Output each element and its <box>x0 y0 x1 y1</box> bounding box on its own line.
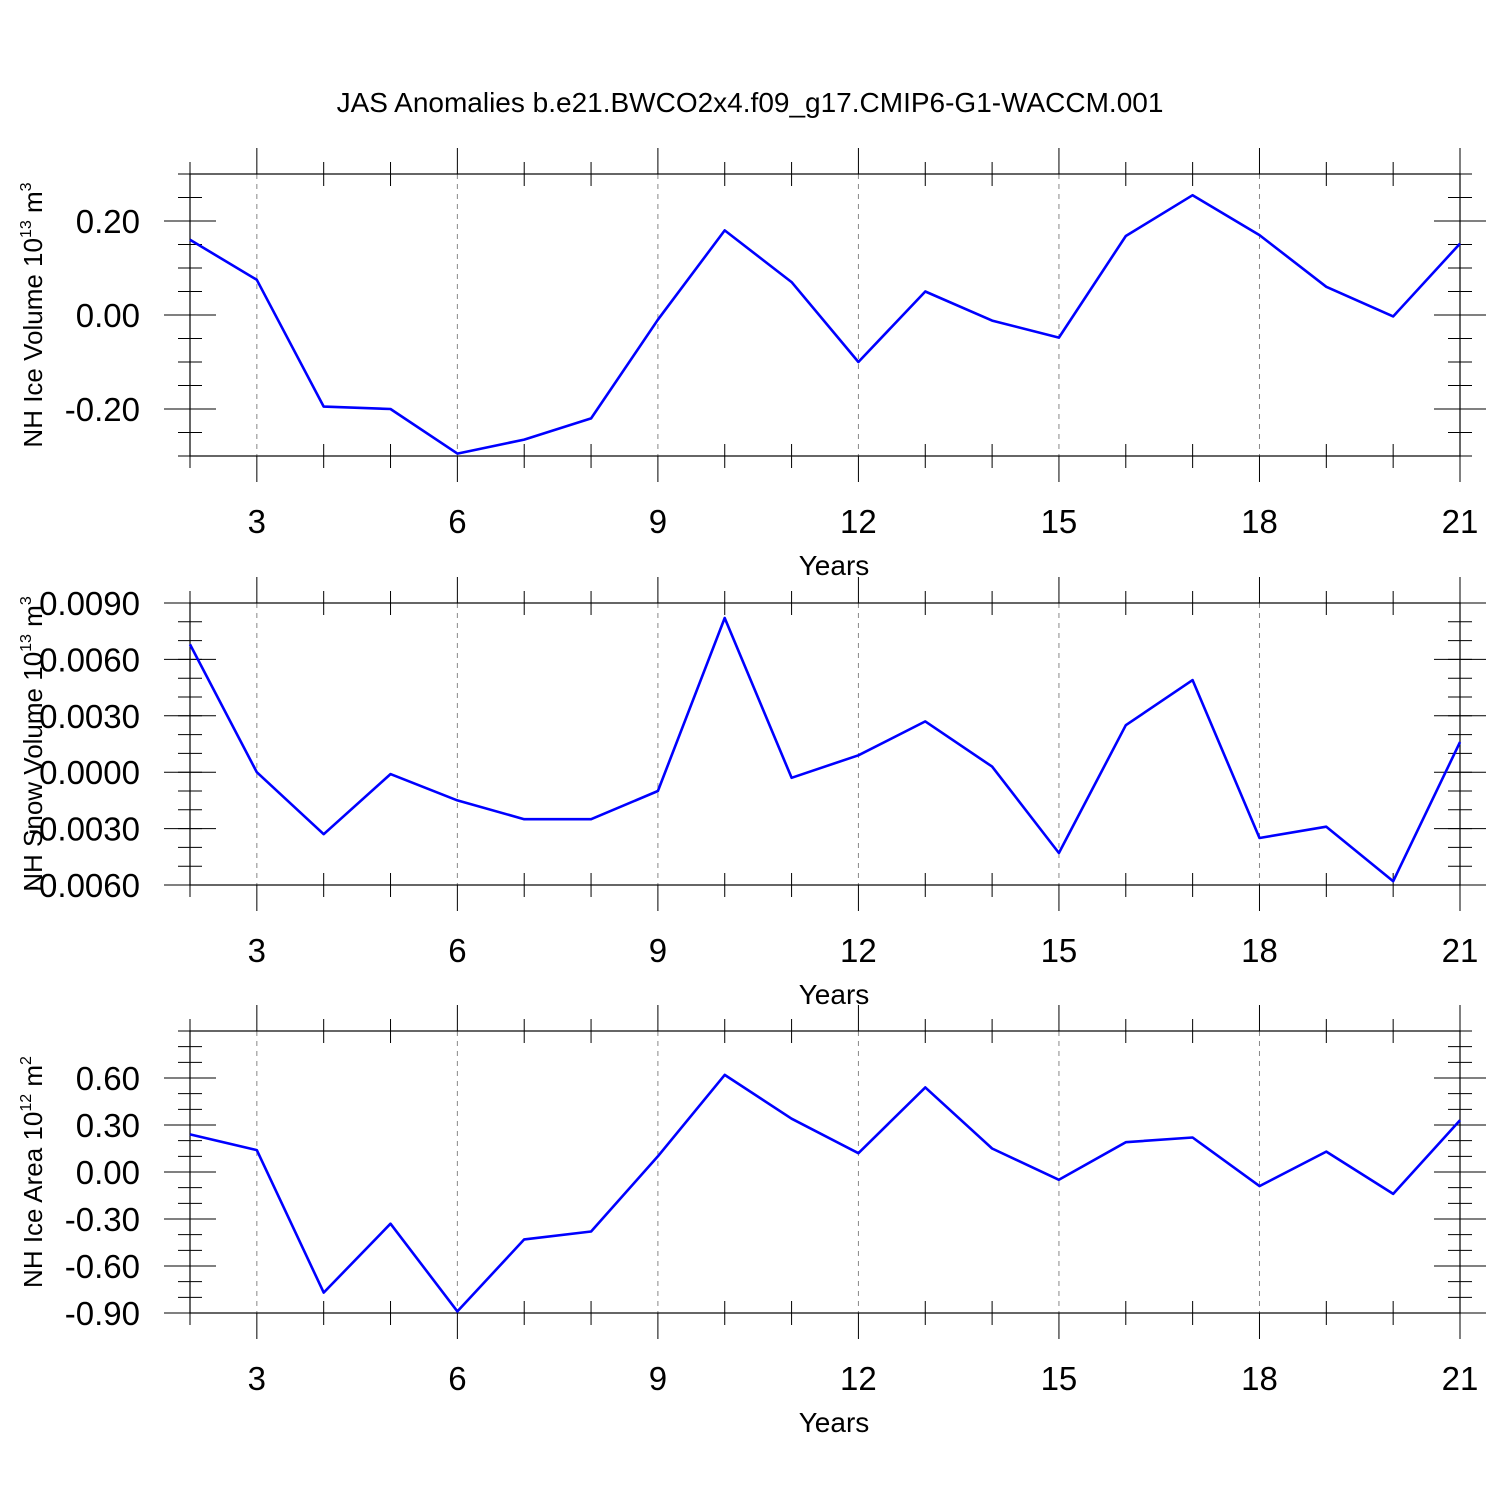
x-tick-label: 15 <box>1041 1360 1078 1397</box>
y-tick-label: 0.00 <box>76 1154 140 1191</box>
x-axis-label: Years <box>799 1407 870 1438</box>
series-line <box>188 616 1462 883</box>
x-tick-label: 6 <box>448 503 466 540</box>
x-tick-label: 21 <box>1442 503 1479 540</box>
x-tick-label: 15 <box>1041 503 1078 540</box>
y-tick-label: 0.20 <box>76 203 140 240</box>
x-axis-label: Years <box>799 550 870 581</box>
y-tick-label: 0.0090 <box>39 585 140 622</box>
y-tick-label: 0.0030 <box>39 698 140 735</box>
panel-1: -0.20 0.00 0.20 3 6 9 12 15 18 21 Years NH Ice Volu… <box>18 148 1486 581</box>
x-tick-label: 12 <box>840 932 877 969</box>
x-tick-label: 6 <box>448 932 466 969</box>
series-line <box>189 193 1461 455</box>
y-tick-label: -0.0060 <box>28 867 140 904</box>
panel-2: -0.0060 -0.0030 0.0000 0.0030 0.0060 0.0090 3 6… <box>18 577 1486 1010</box>
y-tick-label: 0.30 <box>76 1107 140 1144</box>
x-tick-label: 9 <box>649 932 667 969</box>
y-axis-label: NH Ice Volume 1013 m3 <box>18 182 48 447</box>
y-tick-label: 0.00 <box>76 297 140 334</box>
y-axis-label-exponent: 13 <box>18 220 35 238</box>
x-tick-label: 18 <box>1241 503 1278 540</box>
x-tick-label: 15 <box>1041 932 1078 969</box>
y-tick-label: -0.90 <box>65 1295 140 1332</box>
x-tick-label: 18 <box>1241 932 1278 969</box>
y-axis-label-unit: m <box>18 605 48 634</box>
x-tick-label: 6 <box>448 1360 466 1397</box>
figure-title: JAS Anomalies b.e21.BWCO2x4.f09_g17.CMIP… <box>337 87 1164 118</box>
y-axis-label-exponent: 13 <box>18 634 35 652</box>
x-axis-label: Years <box>799 979 870 1010</box>
y-tick-label: -0.0030 <box>28 811 140 848</box>
y-axis-label-exponent: 12 <box>18 1094 35 1112</box>
x-tick-label: 21 <box>1442 932 1479 969</box>
y-tick-label: -0.60 <box>65 1248 140 1285</box>
x-tick-label: 21 <box>1442 1360 1479 1397</box>
plot-frame <box>189 1030 1461 1314</box>
x-tick-label: 12 <box>840 503 877 540</box>
y-tick-label: -0.20 <box>65 391 140 428</box>
y-axis-label: NH Ice Area 1012 m2 <box>18 1056 48 1288</box>
y-axis-label-text: NH Ice Volume 10 <box>18 238 48 448</box>
x-tick-label: 18 <box>1241 1360 1278 1397</box>
x-tick-label: 3 <box>248 932 266 969</box>
plot-frame <box>189 173 1461 457</box>
y-axis-label-text: NH Ice Area 10 <box>18 1112 48 1288</box>
y-tick-label: -0.30 <box>65 1201 140 1238</box>
y-axis-label-unit: m <box>18 191 48 220</box>
x-tick-label: 3 <box>248 1360 266 1397</box>
y-axis-label-unit-exponent: 2 <box>18 1056 35 1065</box>
y-tick-label: 0.0060 <box>39 641 140 678</box>
y-axis-label: NH Snow Volume 1013 m3 <box>18 596 48 892</box>
panels: -0.20 0.00 0.20 3 6 9 12 15 18 21 Years NH Ice Volu… <box>18 148 1486 1438</box>
y-axis-label-text: NH Snow Volume 10 <box>18 652 48 892</box>
panel-3: -0.90 -0.60 -0.30 0.00 0.30 0.60 3 6 9 12 15 18 21 Ye… <box>18 1005 1486 1438</box>
y-tick-label: 0.60 <box>76 1060 140 1097</box>
series-line <box>189 1073 1461 1313</box>
y-axis-label-unit: m <box>18 1065 48 1094</box>
y-tick-label: 0.0000 <box>39 754 140 791</box>
y-axis-label-unit-exponent: 3 <box>18 596 35 605</box>
x-tick-label: 3 <box>248 503 266 540</box>
x-tick-label: 9 <box>649 1360 667 1397</box>
x-tick-label: 12 <box>840 1360 877 1397</box>
y-axis-label-unit-exponent: 3 <box>18 182 35 191</box>
x-tick-label: 9 <box>649 503 667 540</box>
